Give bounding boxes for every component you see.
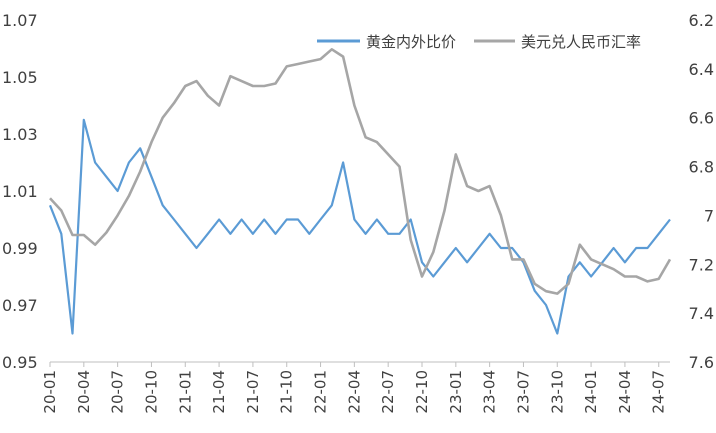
x-tick-label: 23-01 — [447, 370, 465, 414]
y-left-tick-label: 0.97 — [2, 296, 38, 315]
x-tick-label: 24-07 — [650, 370, 668, 414]
legend: 黄金内外比价 美元兑人民币汇率 — [317, 33, 641, 51]
y-right-tick-label: 7.2 — [689, 255, 714, 274]
y-right-tick-label: 7.6 — [689, 353, 714, 372]
x-tick-label: 22-04 — [345, 370, 363, 414]
y-right-tick-label: 6.8 — [689, 158, 714, 177]
y-left-tick-label: 0.99 — [2, 239, 38, 258]
y-left-tick-label: 1.01 — [2, 182, 38, 201]
series-line-gold-ratio — [50, 120, 670, 334]
y-right-tick-label: 7 — [704, 206, 714, 225]
series-layer — [50, 49, 670, 333]
y-left-tick-label: 1.07 — [2, 11, 38, 30]
series-line-usdcny — [50, 49, 670, 293]
x-tick-label: 22-07 — [379, 370, 397, 414]
x-tick-label: 20-07 — [109, 370, 127, 414]
x-tick-label: 23-07 — [514, 370, 532, 414]
y-right-tick-label: 7.4 — [689, 304, 714, 323]
x-tick-label: 22-01 — [312, 370, 330, 414]
y-left-tick-label: 0.95 — [2, 353, 38, 372]
legend-label-gold-ratio: 黄金内外比价 — [366, 33, 456, 51]
y-left-tick-label: 1.05 — [2, 68, 38, 87]
x-tick-label: 23-10 — [548, 370, 566, 414]
y-right-tick-label: 6.4 — [689, 60, 714, 79]
x-tick-label: 22-10 — [413, 370, 431, 414]
y-right-tick-label: 6.6 — [689, 109, 714, 128]
legend-label-usdcny: 美元兑人民币汇率 — [521, 33, 641, 51]
x-tick-label: 24-01 — [582, 370, 600, 414]
axes-layer: 0.95 0.97 0.99 1.01 1.03 1.05 1.07 6.2 6.4 6.6 6.8… — [2, 11, 714, 414]
x-tick-label: 21-01 — [176, 370, 194, 414]
x-tick-label: 21-07 — [244, 370, 262, 414]
x-tick-label: 20-10 — [142, 370, 160, 414]
x-tick-label: 21-10 — [278, 370, 296, 414]
x-tick-label: 24-04 — [616, 370, 634, 414]
y-left-tick-label: 1.03 — [2, 125, 38, 144]
x-tick-label: 23-04 — [481, 370, 499, 414]
x-tick-label: 20-01 — [41, 370, 59, 414]
x-tick-label: 21-04 — [210, 370, 228, 414]
x-tick-label: 20-04 — [75, 370, 93, 414]
y-right-tick-label: 6.2 — [689, 11, 714, 30]
